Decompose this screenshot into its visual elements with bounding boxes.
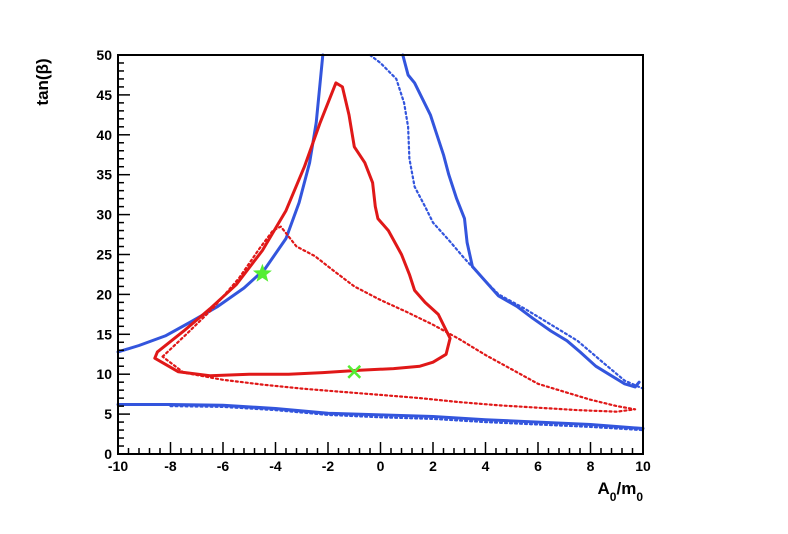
tick-labels: -10 -8 -6 -4 -2 0 2 4 6 8 10 0 5 10 15 20 25 30 35 40 45 50 [96, 47, 651, 474]
cross-marker [347, 364, 362, 379]
star-marker [252, 263, 272, 282]
contour-red-dotted-6 [161, 225, 637, 413]
y-tick-label: 20 [96, 286, 112, 302]
x-axis-title-base: A [598, 479, 610, 498]
x-tick-label: -2 [322, 458, 335, 474]
contour-blue-dotted-3 [368, 53, 645, 390]
y-tick-label: 35 [96, 167, 112, 183]
y-tick-label: 15 [96, 326, 112, 342]
x-tick-label: 2 [429, 458, 437, 474]
x-tick-label: -6 [217, 458, 230, 474]
x-tick-label: -4 [269, 458, 282, 474]
y-tick-label: 25 [96, 247, 112, 263]
contour-blue-solid-2 [116, 403, 645, 430]
y-tick-label: 5 [104, 406, 112, 422]
x-axis-title-mid: /m [616, 479, 636, 498]
x-tick-label: 4 [482, 458, 490, 474]
contour-red-solid-5 [153, 81, 452, 378]
x-tick-label: 8 [587, 458, 595, 474]
x-tick-label: 6 [534, 458, 542, 474]
x-axis-title-sub2: 0 [636, 490, 643, 504]
cross-marker-stroke-b [347, 364, 362, 379]
contour-blue-dotted-4 [169, 405, 645, 432]
y-axis-title: tan(β) [33, 58, 52, 105]
y-tick-label: 10 [96, 366, 112, 382]
x-tick-label: 10 [635, 458, 651, 474]
y-tick-label: 30 [96, 207, 112, 223]
x-axis-title: A0/m0 [598, 479, 644, 504]
y-tick-label: 0 [104, 446, 112, 462]
axis-ticks [117, 54, 644, 455]
contour-blue-solid-0 [116, 53, 325, 354]
x-tick-label: -10 [108, 458, 128, 474]
y-tick-label: 50 [96, 47, 112, 63]
y-tick-label: 40 [96, 127, 112, 143]
x-tick-label: -8 [164, 458, 177, 474]
y-tick-label: 45 [96, 87, 112, 103]
x-axis-title-sub1: 0 [610, 490, 617, 504]
marker-layer [252, 263, 362, 379]
contour-curves [116, 53, 645, 432]
x-tick-label: 0 [377, 458, 385, 474]
